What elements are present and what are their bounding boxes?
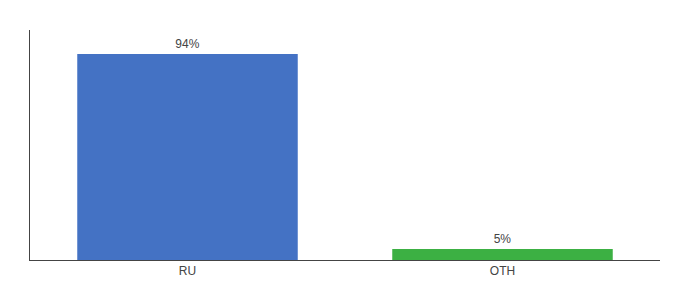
svg-text:OTH: OTH	[490, 264, 515, 278]
svg-text:94%: 94%	[175, 37, 199, 51]
svg-text:RU: RU	[179, 264, 196, 278]
svg-text:5%: 5%	[494, 232, 512, 246]
